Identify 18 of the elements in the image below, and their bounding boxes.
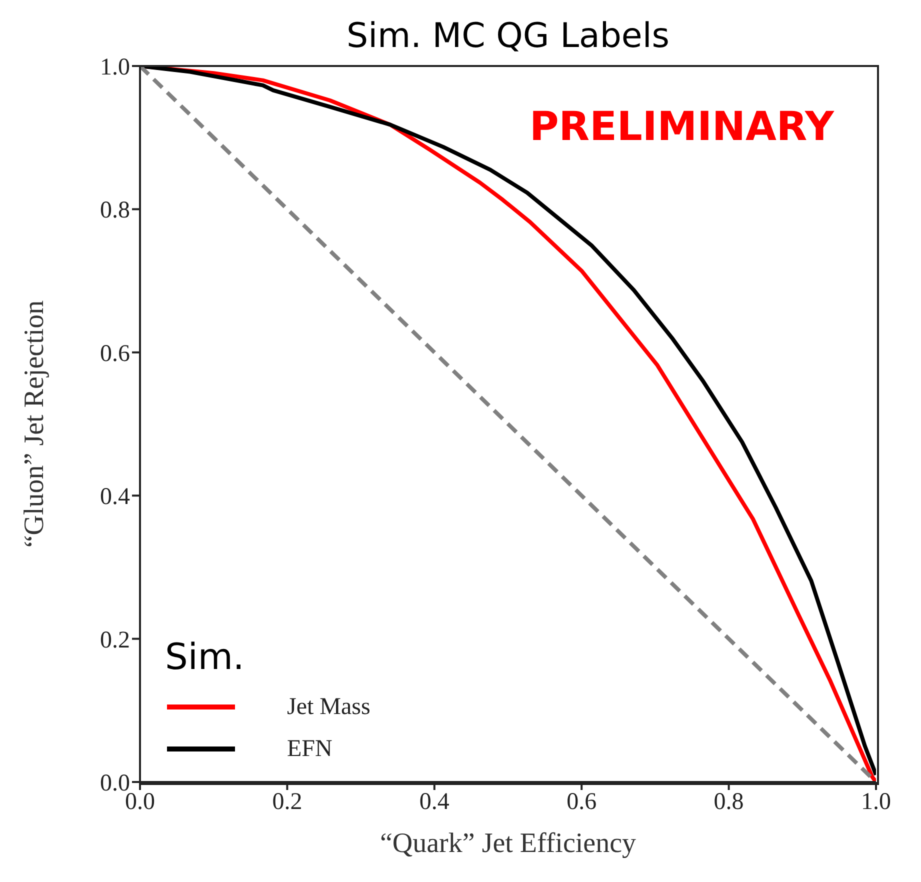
x-tick-label: 1.0 [861, 789, 891, 816]
x-tick-label: 0.0 [125, 789, 155, 816]
x-axis-title: “Quark” Jet Efficiency [380, 828, 636, 859]
chart-title: Sim. MC QG Labels [346, 16, 670, 56]
x-tick-label: 0.4 [419, 789, 450, 816]
x-tick-label: 0.8 [714, 789, 744, 816]
x-tick-label: 0.6 [566, 789, 597, 816]
annotation: PRELIMINARY [529, 104, 834, 150]
y-axis-title: “Gluon” Jet Rejection [18, 300, 50, 548]
x-tick-label: 0.2 [272, 789, 302, 816]
y-tick-label: 0.8 [100, 198, 130, 224]
y-tick-label: 1.0 [100, 54, 130, 81]
y-tick-label: 0.2 [100, 627, 130, 654]
legend-label: Jet Mass [287, 694, 370, 720]
legend-title: Sim. [165, 637, 246, 678]
y-tick-label: 0.6 [100, 340, 130, 367]
y-tick-label: 0.4 [100, 484, 130, 510]
legend-label: EFN [287, 736, 332, 762]
